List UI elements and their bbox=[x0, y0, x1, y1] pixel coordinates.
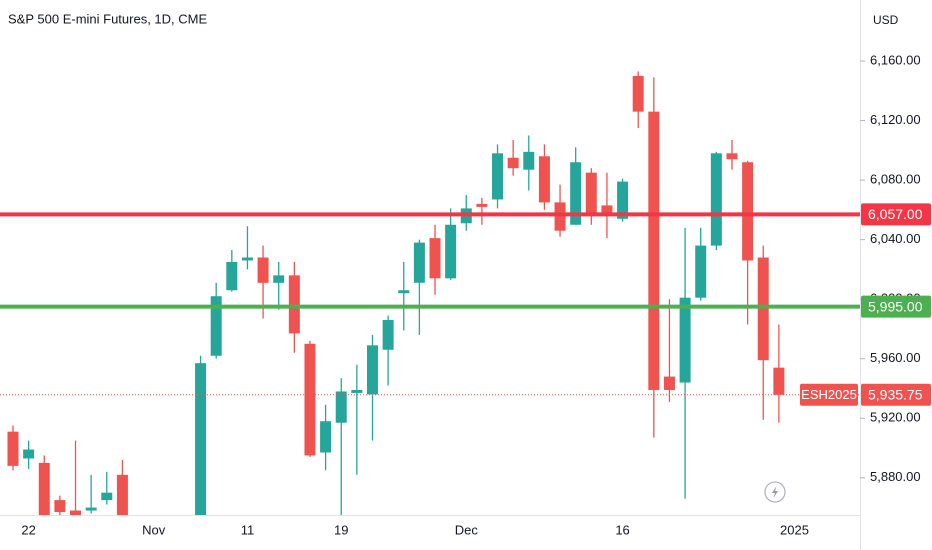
candle-body bbox=[23, 449, 35, 459]
price-label: 5,935.75 bbox=[868, 387, 923, 403]
candle-body bbox=[226, 261, 238, 291]
candle-body bbox=[695, 245, 707, 298]
symbol-label: ESH2025 bbox=[801, 387, 857, 402]
y-tick-label: 6,080.00 bbox=[870, 172, 921, 187]
candle-body bbox=[632, 75, 644, 112]
candle-body bbox=[70, 510, 82, 515]
x-tick-label: 2025 bbox=[780, 522, 809, 537]
symbol-box bbox=[800, 383, 858, 406]
candle-body bbox=[304, 343, 316, 456]
candle-body bbox=[351, 389, 363, 393]
x-tick-label: Nov bbox=[142, 522, 166, 537]
x-tick-label: 22 bbox=[21, 522, 35, 537]
chart-title: S&P 500 E-mini Futures, 1D, CME bbox=[8, 11, 207, 26]
y-tick-label: 6,120.00 bbox=[870, 112, 921, 127]
candle-body bbox=[601, 205, 613, 213]
price-label-box bbox=[861, 383, 931, 406]
price-label-box bbox=[861, 295, 931, 318]
candle-body bbox=[7, 431, 19, 466]
candle-body bbox=[757, 257, 769, 361]
candle-body bbox=[523, 151, 535, 170]
candle-body bbox=[663, 376, 675, 390]
x-tick-label: 16 bbox=[615, 522, 629, 537]
candle-body bbox=[273, 275, 285, 283]
candle-body bbox=[85, 507, 97, 511]
candle-body bbox=[335, 391, 347, 423]
candle-body bbox=[726, 153, 738, 160]
candle-body bbox=[570, 162, 582, 225]
y-tick-label: 6,160.00 bbox=[870, 52, 921, 67]
x-tick-label: 19 bbox=[334, 522, 348, 537]
candle-body bbox=[538, 156, 550, 203]
candle-body bbox=[476, 203, 488, 207]
candle-body bbox=[320, 421, 332, 453]
candle-body bbox=[288, 275, 300, 334]
candle-body bbox=[429, 238, 441, 279]
price-label: 5,995.00 bbox=[868, 298, 923, 314]
candle-body bbox=[492, 153, 504, 200]
x-tick-label: Dec bbox=[455, 522, 479, 537]
candle-body bbox=[648, 111, 660, 390]
y-tick-label: 6,040.00 bbox=[870, 231, 921, 246]
candle-body bbox=[507, 157, 519, 169]
candle-body bbox=[116, 474, 128, 515]
candle-body bbox=[366, 345, 378, 395]
candle-body bbox=[101, 492, 113, 501]
candle-body bbox=[257, 257, 269, 283]
candle-body bbox=[585, 172, 597, 216]
candle-body bbox=[38, 462, 50, 515]
candle-body bbox=[382, 320, 394, 350]
currency-label: USD bbox=[873, 13, 899, 27]
y-tick-label: 5,880.00 bbox=[870, 469, 921, 484]
candle-body bbox=[398, 290, 410, 294]
x-tick-label: 11 bbox=[241, 522, 255, 537]
price-label-box bbox=[861, 203, 931, 226]
candle-body bbox=[554, 202, 566, 231]
candle-body bbox=[617, 181, 629, 219]
candle-body bbox=[679, 297, 691, 383]
candle-body bbox=[195, 363, 207, 515]
candle-body bbox=[773, 367, 785, 395]
plot-area bbox=[0, 71, 860, 515]
candle-body bbox=[413, 242, 425, 283]
candle-body bbox=[210, 296, 222, 356]
candle-body bbox=[445, 224, 457, 279]
candle-body bbox=[742, 162, 754, 261]
y-tick-label: 5,960.00 bbox=[870, 350, 921, 365]
lightning-icon[interactable] bbox=[764, 481, 786, 503]
price-label: 6,057.00 bbox=[868, 206, 923, 222]
y-axis: 5,880.005,920.005,960.006,000.006,040.00… bbox=[860, 52, 931, 484]
candle-body bbox=[710, 153, 722, 246]
y-tick-label: 5,920.00 bbox=[870, 410, 921, 425]
candle-body bbox=[241, 257, 253, 261]
candle-body bbox=[54, 500, 66, 513]
